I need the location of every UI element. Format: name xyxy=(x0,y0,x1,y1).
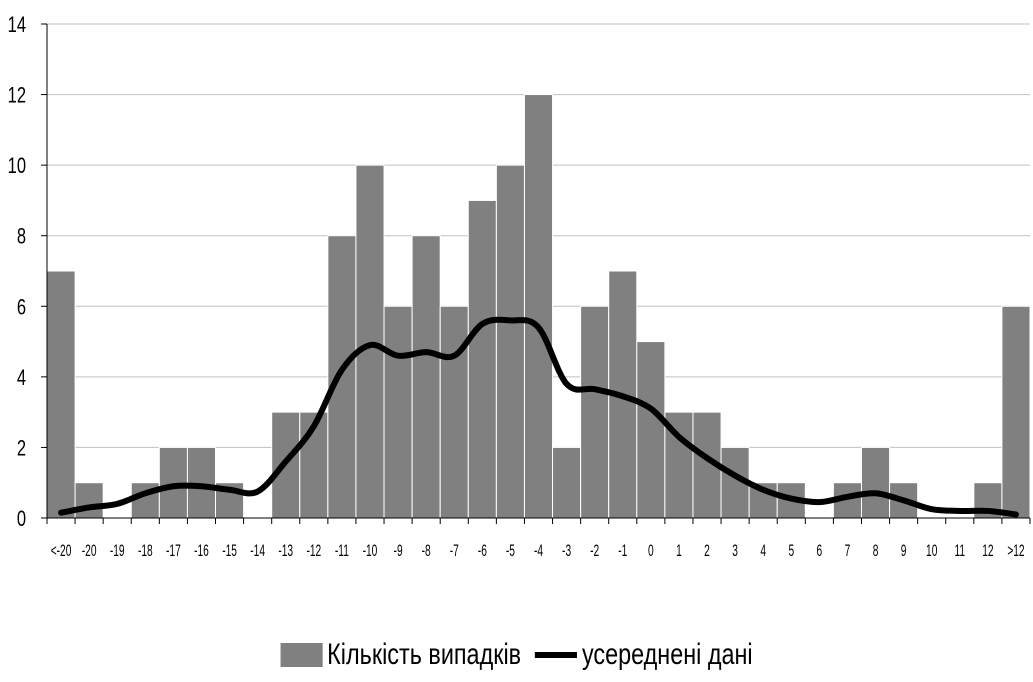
x-tick-label: 4 xyxy=(760,540,766,559)
bar xyxy=(384,306,412,518)
bar xyxy=(637,342,665,518)
x-tick-label: -20 xyxy=(82,540,97,559)
x-tick-label: -17 xyxy=(166,540,181,559)
y-tick-label: 12 xyxy=(8,83,26,108)
bar xyxy=(328,236,356,518)
y-tick-label: 8 xyxy=(17,224,26,249)
x-tick-label: 0 xyxy=(648,540,654,559)
x-tick-label: 10 xyxy=(926,540,937,559)
x-tick-label: -3 xyxy=(562,540,571,559)
x-tick-label: 7 xyxy=(845,540,851,559)
y-tick-label: 4 xyxy=(17,366,26,391)
y-tick-label: 14 xyxy=(8,13,27,38)
x-tick-label: 2 xyxy=(704,540,710,559)
legend-label-bars: Кількість випадків xyxy=(327,638,521,672)
x-tick-label: 1 xyxy=(676,540,682,559)
x-tick-label: 3 xyxy=(732,540,738,559)
x-tick-label: >12 xyxy=(1007,540,1024,559)
x-tick-label: 6 xyxy=(817,540,823,559)
legend-label-line: усереднені дані xyxy=(582,638,753,672)
legend-line-swatch xyxy=(535,652,577,658)
x-tick-label: -14 xyxy=(250,540,265,559)
bar xyxy=(524,95,552,518)
x-tick-label: <-20 xyxy=(51,540,72,559)
bar xyxy=(187,447,215,518)
x-tick-label: -11 xyxy=(335,540,349,559)
x-tick-label: -6 xyxy=(478,540,487,559)
bar xyxy=(861,447,889,518)
x-tick-label: -12 xyxy=(306,540,321,559)
x-tick-label: -15 xyxy=(222,540,237,559)
legend-item-line: усереднені дані xyxy=(535,638,752,672)
bar xyxy=(47,271,75,518)
x-tick-label: -16 xyxy=(194,540,209,559)
legend: Кількість випадків усереднені дані xyxy=(114,638,920,672)
legend-bar-swatch xyxy=(280,643,322,667)
bar xyxy=(440,306,468,518)
x-tick-label: -4 xyxy=(534,540,543,559)
x-tick-label: -13 xyxy=(278,540,293,559)
bar xyxy=(468,200,496,518)
x-tick-label: -1 xyxy=(618,540,627,559)
x-tick-label: 11 xyxy=(954,540,965,559)
bar xyxy=(553,447,581,518)
y-tick-labels: 0 2 4 6 8 10 12 14 xyxy=(8,13,27,532)
x-tick-label: -9 xyxy=(394,540,403,559)
x-tick-label: -10 xyxy=(363,540,378,559)
y-tick-label: 10 xyxy=(8,154,27,179)
bar xyxy=(75,483,103,518)
x-tick-label: -2 xyxy=(590,540,599,559)
x-tick-label: -18 xyxy=(138,540,153,559)
x-tick-label: -19 xyxy=(110,540,125,559)
bar xyxy=(1002,306,1030,518)
x-tick-label: 9 xyxy=(901,540,907,559)
legend-item-bars: Кількість випадків xyxy=(280,638,521,672)
x-tick-label: -7 xyxy=(450,540,459,559)
bar xyxy=(356,165,384,518)
x-tick-label: 8 xyxy=(873,540,879,559)
y-tick-label: 0 xyxy=(17,507,26,532)
x-tick-label: 12 xyxy=(982,540,993,559)
bar xyxy=(496,165,524,518)
x-tick-label: 5 xyxy=(788,540,794,559)
y-tick-label: 2 xyxy=(17,436,26,461)
x-tick-labels: <-20 -20 -19 -18 -17 -16 -15 -14 -13 -12 -11 -10 -9-… xyxy=(51,540,1025,559)
bar xyxy=(412,236,440,518)
x-tick-label: -5 xyxy=(506,540,515,559)
x-tick-label: -8 xyxy=(422,540,431,559)
bar xyxy=(581,306,609,518)
y-tick-label: 6 xyxy=(17,295,26,320)
